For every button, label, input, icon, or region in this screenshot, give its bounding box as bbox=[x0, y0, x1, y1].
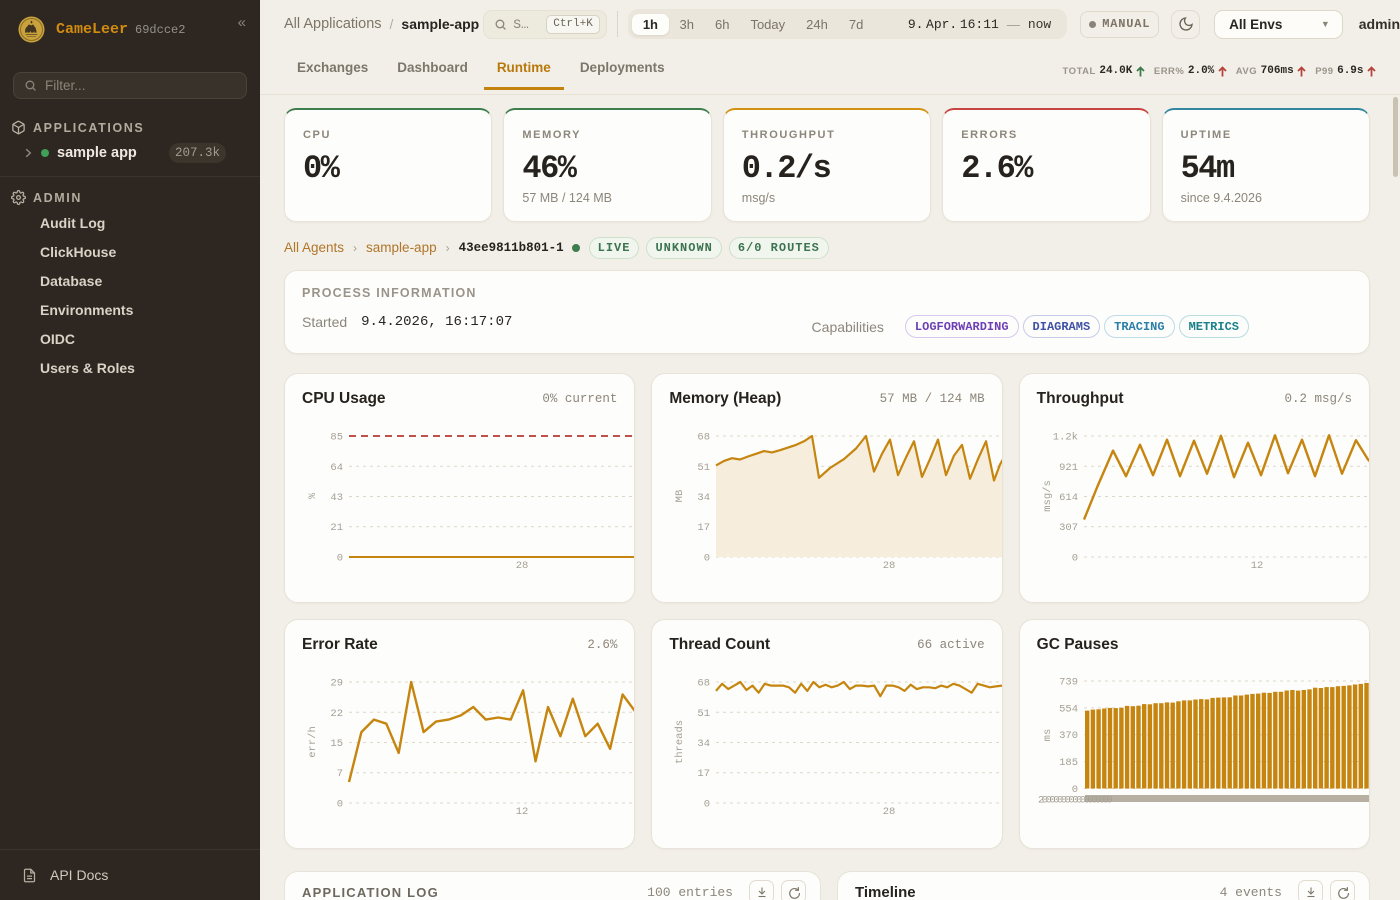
svg-text:0: 0 bbox=[1071, 553, 1077, 565]
svg-text:1.2k: 1.2k bbox=[1052, 432, 1077, 444]
svg-text:28: 28 bbox=[883, 806, 896, 818]
svg-text:12: 12 bbox=[1250, 560, 1263, 572]
svg-text:51: 51 bbox=[698, 708, 711, 720]
svg-text:MB: MB bbox=[674, 490, 686, 503]
svg-text:15: 15 bbox=[330, 738, 343, 750]
svg-text:0: 0 bbox=[1071, 784, 1077, 796]
svg-text:64: 64 bbox=[330, 462, 343, 474]
svg-text:68: 68 bbox=[698, 432, 711, 444]
svg-text:0: 0 bbox=[704, 553, 710, 565]
svg-text:22: 22 bbox=[330, 708, 343, 720]
svg-text:21: 21 bbox=[330, 522, 343, 534]
svg-text:%: % bbox=[307, 492, 319, 499]
svg-text:7: 7 bbox=[337, 768, 343, 780]
svg-text:0: 0 bbox=[337, 553, 343, 565]
svg-text:614: 614 bbox=[1059, 492, 1078, 504]
svg-text:185: 185 bbox=[1059, 757, 1078, 769]
svg-text:51: 51 bbox=[698, 462, 711, 474]
svg-text:28: 28 bbox=[883, 560, 896, 572]
svg-text:0: 0 bbox=[704, 799, 710, 811]
svg-text:17: 17 bbox=[698, 522, 711, 534]
svg-text:921: 921 bbox=[1059, 462, 1078, 474]
svg-text:34: 34 bbox=[698, 492, 711, 504]
svg-text:12: 12 bbox=[516, 806, 529, 818]
svg-text:370: 370 bbox=[1059, 730, 1078, 742]
svg-text:43: 43 bbox=[330, 492, 343, 504]
svg-text:29: 29 bbox=[330, 678, 343, 690]
svg-text:threads: threads bbox=[674, 720, 686, 764]
svg-text:68: 68 bbox=[698, 678, 711, 690]
svg-text:554: 554 bbox=[1059, 703, 1078, 715]
svg-text:ms: ms bbox=[1042, 729, 1054, 742]
svg-text:err/h: err/h bbox=[307, 726, 319, 758]
svg-text:28: 28 bbox=[516, 560, 529, 572]
svg-text:2000000000000000000: 2000000000000000000 bbox=[1038, 795, 1112, 807]
svg-text:0: 0 bbox=[337, 799, 343, 811]
svg-text:307: 307 bbox=[1059, 522, 1078, 534]
svg-text:85: 85 bbox=[330, 432, 343, 444]
svg-text:msg/s: msg/s bbox=[1042, 480, 1054, 512]
svg-text:739: 739 bbox=[1059, 677, 1078, 689]
svg-text:17: 17 bbox=[698, 768, 711, 780]
svg-text:34: 34 bbox=[698, 738, 711, 750]
